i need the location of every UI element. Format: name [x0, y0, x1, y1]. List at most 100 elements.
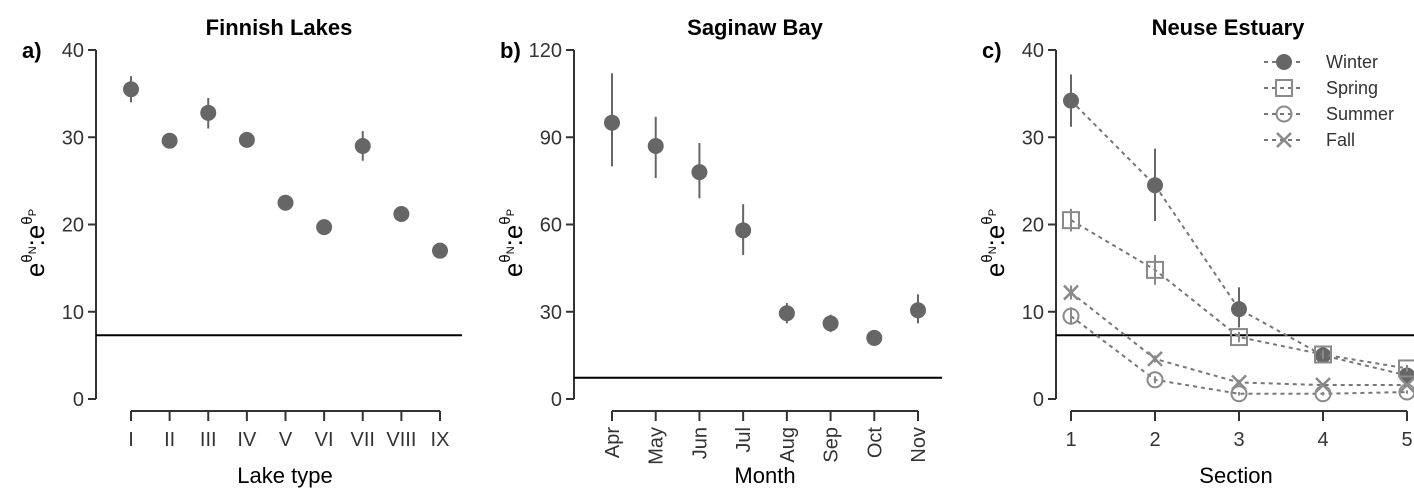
svg-text:eθN:eθP: eθN:eθP — [19, 209, 50, 277]
c-x-tick-label: 2 — [1149, 429, 1160, 451]
c-x-tick-label: 3 — [1233, 429, 1244, 451]
b-x-tick-label: Jul — [733, 427, 755, 453]
a-data-point — [200, 104, 217, 121]
svg-text:eθN:eθP: eθN:eθP — [497, 209, 528, 277]
c-series-fall-point — [1231, 374, 1247, 391]
panel-a-ylabel-den-exp: θ — [19, 216, 36, 224]
panel-c-ylabel: eθN:eθP — [979, 209, 1010, 277]
b-data-point — [691, 164, 708, 181]
panel-a-ylabel-sep: : — [20, 239, 50, 246]
panel-b-title: Saginaw Bay — [687, 15, 823, 40]
a-data-point — [354, 137, 371, 154]
panel-c-plot: 0 10 20 30 40 1 2 3 4 5 — [1022, 40, 1414, 451]
panel-a-letter: a) — [22, 38, 42, 63]
c-series-spring-point — [1062, 211, 1080, 230]
b-y-tick-label: 90 — [540, 127, 562, 149]
panel-c-ylabel-num-sub: N — [987, 246, 999, 254]
a-x-tick-label: I — [128, 429, 134, 451]
panel-a-ylabel-base: e — [20, 263, 50, 277]
a-x-tick-label: IV — [237, 429, 257, 451]
a-data-point — [393, 206, 410, 223]
legend-fall-label: Fall — [1326, 130, 1355, 150]
c-series-summer-point — [1146, 371, 1164, 389]
legend-summer-label: Summer — [1326, 104, 1394, 124]
a-data-point — [432, 242, 448, 259]
b-x-tick-label: Aug — [777, 427, 799, 463]
c-series-winter-point — [1063, 92, 1079, 109]
c-series-winter-point — [1147, 177, 1163, 194]
c-series-fall-point — [1147, 350, 1163, 367]
b-y-tick-label: 120 — [529, 40, 562, 62]
a-data-point — [123, 81, 139, 98]
a-x-tick-label: II — [164, 429, 175, 451]
panel-c-ylabel-num-exp: θ — [979, 254, 996, 262]
a-y-tick-label: 30 — [62, 127, 84, 149]
b-x-tick-label: Nov — [908, 427, 930, 463]
a-data-point — [316, 219, 333, 236]
c-series-fall-point — [1315, 377, 1331, 393]
c-series-spring-point — [1398, 359, 1414, 378]
c-series-spring-point — [1146, 260, 1164, 279]
a-y-tick-label: 0 — [73, 389, 84, 411]
c-series-spring-point — [1230, 328, 1248, 347]
legend-spring-marker — [1275, 79, 1293, 97]
b-data-point — [910, 302, 926, 319]
a-y-tick-label: 40 — [62, 40, 84, 62]
panel-a-ylabel-num-sub: N — [27, 246, 39, 254]
a-data-point — [277, 194, 294, 211]
panel-c-ylabel-base: e — [980, 263, 1010, 277]
panel-b-xlabel: Month — [734, 463, 795, 488]
c-y-tick-label: 20 — [1022, 215, 1044, 237]
panel-c-ylabel-base2: e — [980, 225, 1010, 239]
panel-a: Finnish Lakes a) Lake type eθN:eθP 01020… — [19, 15, 462, 488]
panel-c-ylabel-den-exp: θ — [979, 216, 996, 224]
panel-c-title: Neuse Estuary — [1152, 15, 1306, 40]
panel-b-ylabel-den-exp: θ — [497, 216, 514, 224]
panel-a-ylabel-base2: e — [20, 225, 50, 239]
panel-c-xlabel: Section — [1199, 463, 1272, 488]
b-y-tick-label: 60 — [540, 215, 562, 237]
a-x-tick-label: VI — [315, 429, 334, 451]
b-data-point — [822, 315, 839, 332]
b-x-tick-label: Jun — [689, 427, 711, 459]
a-y-tick-label: 20 — [62, 215, 84, 237]
legend-winter-marker — [1276, 54, 1292, 70]
panel-b: Saginaw Bay b) Month eθN:eθP 0306090120A… — [497, 15, 942, 488]
panel-b-ylabel-sep: : — [498, 239, 528, 246]
c-x-tick-label: 5 — [1401, 429, 1412, 451]
c-series-fall-point — [1063, 284, 1079, 301]
panel-c-letter: c) — [982, 38, 1002, 63]
panel-b-ylabel-den-sub: P — [505, 209, 517, 216]
legend-fall-marker — [1276, 132, 1292, 148]
panel-b-ylabel-base: e — [498, 263, 528, 277]
b-y-tick-label: 0 — [551, 389, 562, 411]
panel-b-ylabel-num-exp: θ — [497, 254, 514, 262]
a-x-tick-label: III — [200, 429, 217, 451]
panel-c-ylabel-den-sub: P — [987, 209, 999, 216]
legend-summer-marker — [1275, 105, 1293, 123]
b-data-point — [647, 137, 664, 154]
a-data-point — [238, 131, 255, 148]
panel-a-ylabel-num-exp: θ — [19, 254, 36, 262]
panel-c-ylabel-sep: : — [980, 239, 1010, 246]
c-y-tick-label: 10 — [1022, 302, 1044, 324]
c-y-tick-label: 30 — [1022, 127, 1044, 149]
panel-a-ylabel: eθN:eθP — [19, 209, 50, 277]
b-x-tick-label: Apr — [602, 427, 624, 458]
c-y-tick-label: 0 — [1033, 389, 1044, 411]
panel-b-ylabel: eθN:eθP — [497, 209, 528, 277]
legend-winter-label: Winter — [1326, 52, 1378, 72]
b-data-point — [866, 329, 883, 346]
a-x-tick-label: V — [279, 429, 293, 451]
c-series-summer-point — [1062, 307, 1080, 325]
c-series-spring-point — [1314, 345, 1332, 364]
a-data-point — [161, 132, 178, 149]
c-x-tick-label: 4 — [1317, 429, 1328, 451]
panel-c: Neuse Estuary c) Section eθN:eθP 0102030… — [979, 15, 1414, 488]
c-series-summer-point — [1230, 385, 1248, 403]
c-series-spring-line — [1070, 219, 1408, 370]
b-x-tick-label: Sep — [821, 427, 843, 463]
panel-a-xlabel: Lake type — [237, 463, 332, 488]
c-y-tick-label: 40 — [1022, 40, 1044, 62]
